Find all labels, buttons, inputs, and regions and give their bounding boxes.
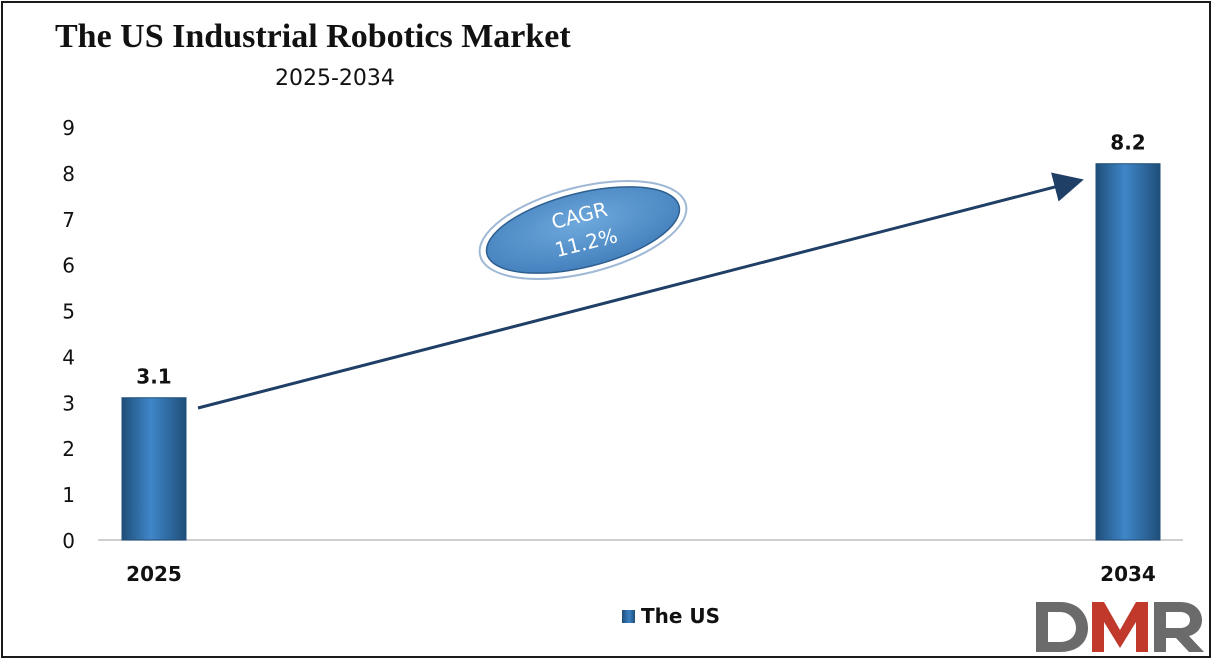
data-label: 3.1	[136, 365, 171, 389]
x-tick-label: 2034	[1100, 562, 1156, 586]
growth-arrow	[197, 172, 1084, 410]
chart-title: The US Industrial Robotics Market	[55, 18, 571, 55]
chart-subtitle: 2025-2034	[275, 66, 395, 91]
x-tick-label: 2025	[126, 562, 182, 586]
cagr-badge-fill	[485, 186, 681, 274]
y-tick-label: 2	[62, 437, 75, 461]
bar-2034	[1095, 163, 1161, 541]
chart-legend: The US	[622, 604, 720, 628]
y-tick-label: 1	[62, 483, 75, 507]
dmr-logo	[1036, 602, 1204, 652]
y-tick-label: 5	[62, 300, 75, 324]
legend-swatch	[622, 609, 635, 623]
legend-label: The US	[641, 604, 721, 628]
y-tick-label: 4	[62, 345, 75, 369]
y-tick-label: 9	[62, 116, 75, 140]
y-tick-label: 3	[62, 391, 75, 415]
data-label: 8.2	[1110, 131, 1145, 155]
y-tick-label: 7	[62, 208, 75, 232]
y-tick-label: 6	[62, 254, 75, 278]
y-tick-label: 8	[62, 162, 75, 186]
y-tick-label: 0	[62, 529, 75, 553]
dmr-logo-mark	[1036, 602, 1204, 652]
bar-2025	[121, 397, 187, 541]
